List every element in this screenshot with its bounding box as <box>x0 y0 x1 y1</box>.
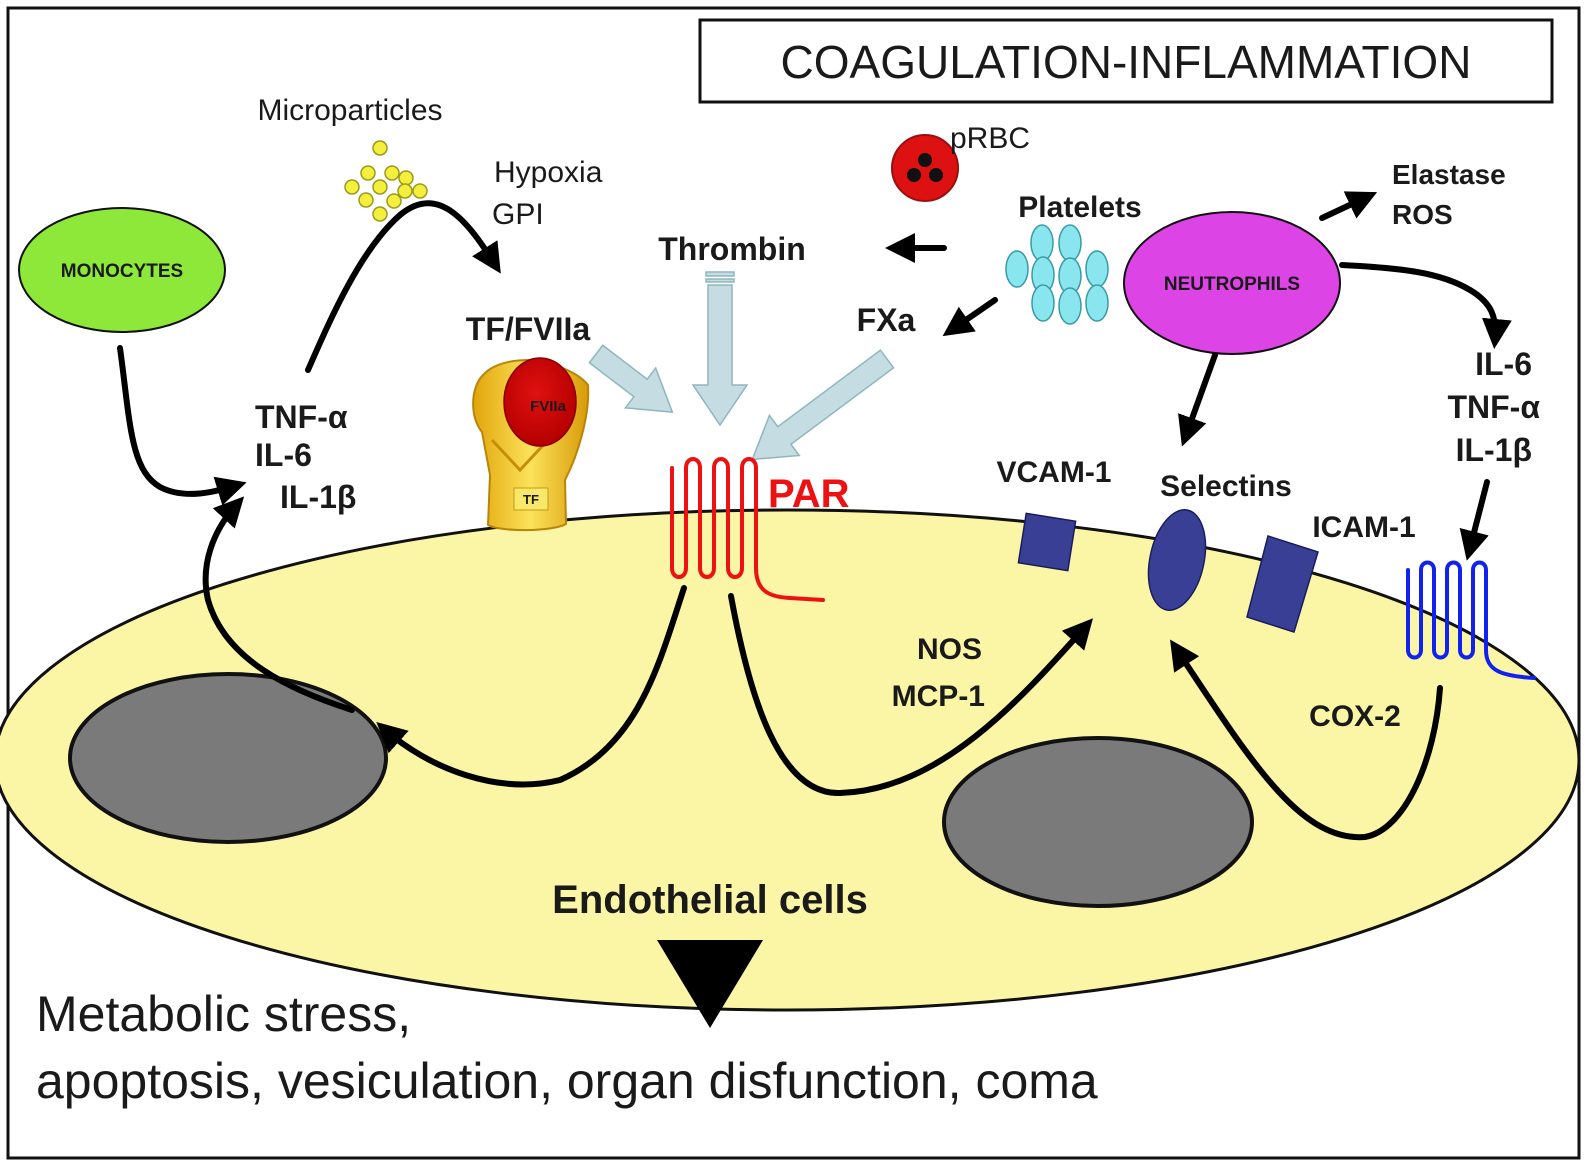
hypoxia-label: Hypoxia <box>494 156 603 189</box>
wide-arrows <box>588 271 895 461</box>
wide-arrow-tf-fviia <box>588 344 674 414</box>
neutrophils-label: NEUTROPHILS <box>1164 274 1300 295</box>
tnf-alpha-right-label: TNF-α <box>1447 389 1540 425</box>
arrow-cytokines-to-receptor <box>1459 479 1490 561</box>
arrow-neutrophils-to-elastase <box>1319 191 1378 221</box>
tf-small-label: TF <box>523 492 539 507</box>
nucleus-right <box>942 736 1254 908</box>
fviia-small-label: FVIIa <box>530 398 567 415</box>
par-label: PAR <box>768 472 850 516</box>
il6-left-label: IL-6 <box>255 437 312 473</box>
monocytes-cell <box>18 207 226 333</box>
endothelial-cells-label: Endothelial cells <box>552 878 868 922</box>
nos-label: NOS <box>917 633 982 666</box>
elastase-label: Elastase <box>1392 159 1506 190</box>
mcp1-label: MCP-1 <box>892 680 985 713</box>
nucleus-left <box>68 672 388 844</box>
il6-right-label: IL-6 <box>1475 346 1532 382</box>
selectins-label: Selectins <box>1160 470 1292 503</box>
gpi-label: GPI <box>492 198 544 231</box>
platelets-cluster <box>1005 224 1109 325</box>
arrow-nucleus-to-cytokines <box>202 496 355 713</box>
ros-label: ROS <box>1392 199 1453 230</box>
arrow-par-to-left-nucleus <box>376 585 687 788</box>
thrombin-label: Thrombin <box>658 231 806 267</box>
il1b-right-label: IL-1β <box>1456 432 1532 468</box>
outcome-line-2: apoptosis, vesiculation, organ disfuncti… <box>36 1053 1098 1109</box>
wide-arrow-thrombin <box>691 271 749 427</box>
black-arrows <box>117 191 1512 841</box>
prbc-cell <box>891 134 959 202</box>
cox2-label: COX-2 <box>1309 700 1401 733</box>
neutrophils-cell <box>1123 211 1341 355</box>
tf-fviia-label: TF/FVIIa <box>466 311 591 347</box>
title-box: COAGULATION-INFLAMMATION <box>698 18 1554 104</box>
wide-arrow-fxa <box>751 349 895 461</box>
outcome-line-1: Metabolic stress, <box>36 986 411 1042</box>
monocytes-label: MONOCYTES <box>61 261 183 282</box>
icam1-molecule <box>1246 535 1319 633</box>
tf-fviia-complex <box>472 357 590 532</box>
arrow-cytokines-to-tf <box>305 200 501 373</box>
par-receptor <box>670 457 825 602</box>
arrow-platelets-to-fxa <box>942 297 998 337</box>
blue-receptor <box>1406 560 1536 680</box>
microparticles-cluster <box>344 140 428 222</box>
arrow-par-to-selectins <box>728 593 1093 797</box>
prbc-label: pRBC <box>950 122 1030 155</box>
microparticles-label: Microparticles <box>257 94 442 127</box>
platelets-label: Platelets <box>1018 191 1141 224</box>
arrow-receptor-to-selectins <box>1170 639 1443 841</box>
tnf-alpha-left-label: TNF-α <box>255 399 348 435</box>
selectins-molecule <box>1147 509 1207 611</box>
vcam1-label: VCAM-1 <box>996 456 1111 489</box>
arrow-monocytes-to-cytokines <box>117 345 247 506</box>
diagram-title: COAGULATION-INFLAMMATION <box>781 36 1472 88</box>
vcam1-molecule <box>1017 512 1077 572</box>
arrow-neutrophils-to-cytokines <box>1339 262 1512 349</box>
arrow-neutrophils-to-selectins <box>1178 352 1218 447</box>
il1b-left-label: IL-1β <box>280 479 356 515</box>
icam1-label: ICAM-1 <box>1312 511 1415 544</box>
fxa-label: FXa <box>857 302 916 338</box>
outcome-triangle <box>657 940 763 1028</box>
